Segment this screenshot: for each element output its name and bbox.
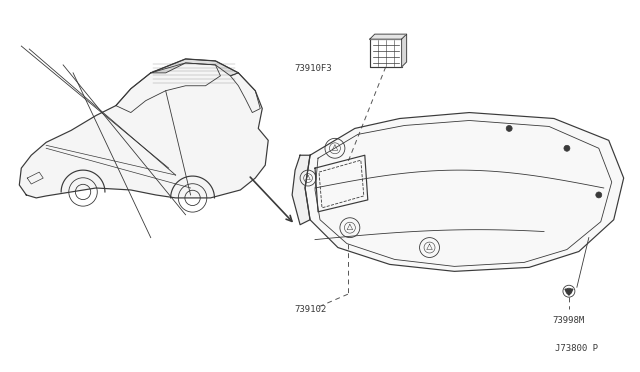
Polygon shape	[305, 113, 623, 271]
Circle shape	[564, 145, 570, 151]
Polygon shape	[402, 34, 406, 67]
Text: 739102: 739102	[294, 305, 326, 314]
Polygon shape	[151, 59, 238, 76]
Polygon shape	[370, 34, 406, 39]
Polygon shape	[292, 155, 310, 225]
Polygon shape	[19, 59, 268, 198]
Text: 73910F3: 73910F3	[294, 64, 332, 73]
Text: 73998M: 73998M	[553, 317, 585, 326]
Circle shape	[596, 192, 602, 198]
Circle shape	[506, 125, 512, 131]
Polygon shape	[565, 289, 573, 295]
Text: J73800 P: J73800 P	[556, 344, 598, 353]
